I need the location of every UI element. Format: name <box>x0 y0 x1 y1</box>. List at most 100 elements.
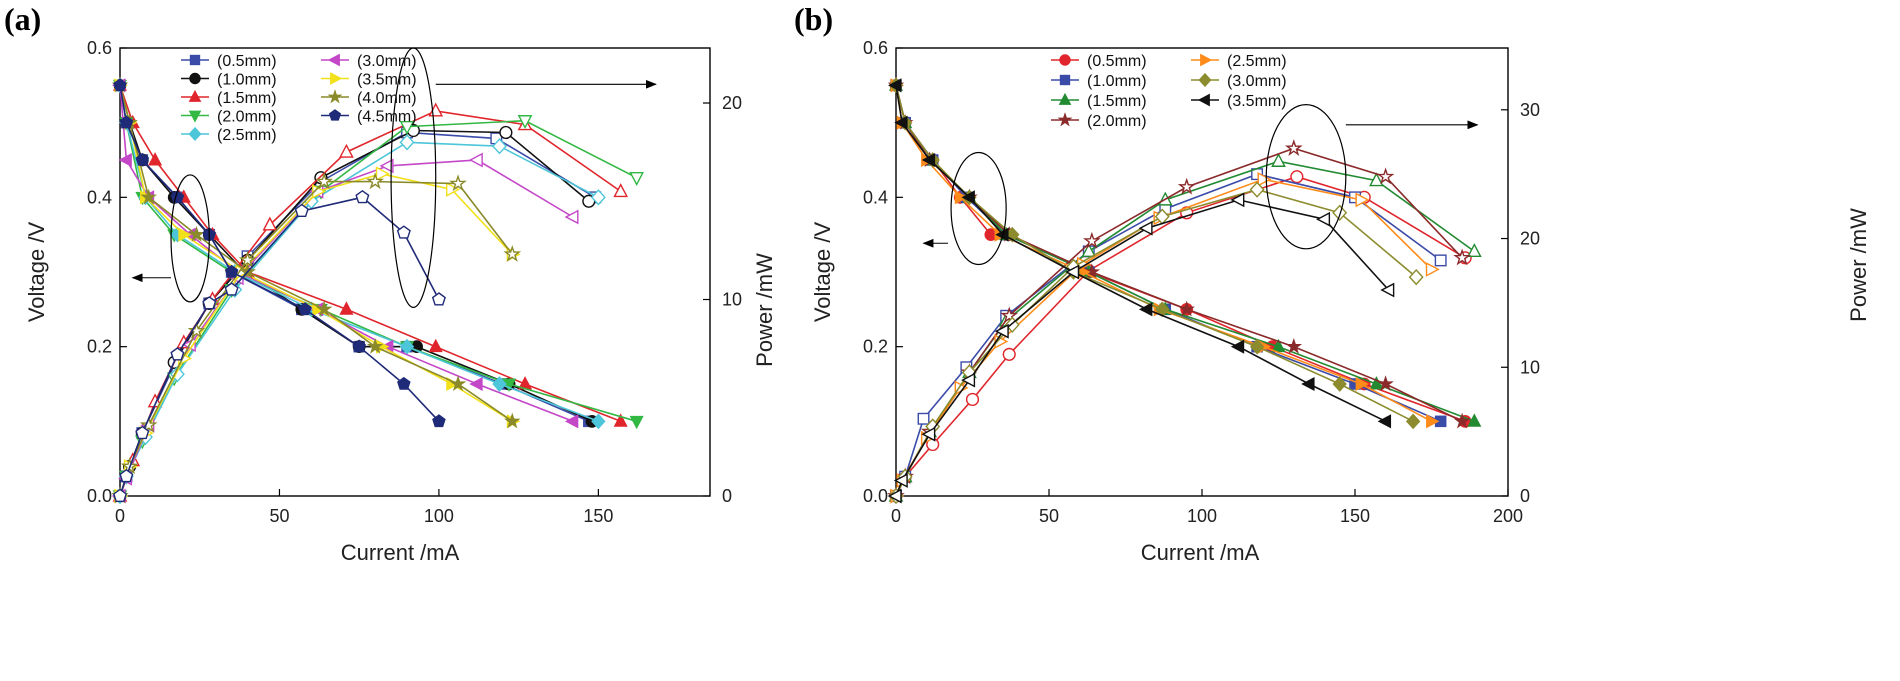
voltage-point <box>113 78 127 92</box>
power-point <box>135 425 150 440</box>
legend: (0.5mm)(1.0mm)(1.5mm)(2.0mm)(2.5mm)(3.0m… <box>181 53 417 144</box>
power-point <box>1082 231 1101 249</box>
power-point <box>564 209 579 225</box>
legend-marker <box>327 53 340 67</box>
legend-label: (3.5mm) <box>357 72 417 89</box>
legend-label: (3.5mm) <box>1227 93 1287 110</box>
legend-marker <box>1059 54 1071 66</box>
voltage-point <box>397 376 411 390</box>
power-point <box>921 426 936 442</box>
legend-label: (4.0mm) <box>357 90 417 107</box>
power-line <box>119 172 513 497</box>
series-8 <box>111 76 522 504</box>
voltage-point <box>502 378 517 392</box>
series-1 <box>114 79 602 502</box>
y2-axis-title: Power /mW <box>752 253 777 367</box>
power-point <box>517 115 533 130</box>
y-tick-label: 0.4 <box>863 187 888 207</box>
x-tick-label: 150 <box>1340 506 1370 526</box>
power-point <box>917 412 930 425</box>
y-tick-label: 0.2 <box>863 337 888 357</box>
voltage-point <box>469 376 483 392</box>
series-6 <box>888 77 1424 505</box>
power-point <box>1271 152 1286 167</box>
voltage-point <box>1249 338 1265 355</box>
voltage-point <box>428 338 443 353</box>
voltage-point <box>1139 302 1153 317</box>
power-point <box>202 296 217 310</box>
series-2 <box>890 79 1447 502</box>
power-point <box>375 166 390 182</box>
power-line <box>895 188 1417 497</box>
legend-label: (2.0mm) <box>217 109 277 126</box>
power-point <box>431 292 446 306</box>
power-point <box>1230 192 1245 208</box>
legend-entry: (0.5mm) <box>1051 53 1147 70</box>
voltage-point <box>224 264 239 278</box>
power-point <box>1369 172 1384 187</box>
voltage-line <box>895 85 1466 423</box>
voltage-point <box>1377 414 1392 429</box>
legend: (0.5mm)(1.0mm)(1.5mm)(2.0mm)(2.5mm)(3.0m… <box>1051 53 1287 130</box>
legend-label: (3.0mm) <box>1227 73 1287 90</box>
legend-entry: (3.0mm) <box>1191 72 1287 90</box>
power-point <box>366 172 385 190</box>
series-7 <box>887 78 1395 504</box>
x-tick-label: 0 <box>891 506 901 526</box>
x-tick-label: 200 <box>1493 506 1523 526</box>
power-point <box>1290 170 1304 184</box>
power-point <box>1425 262 1440 277</box>
legend-marker <box>1058 92 1072 105</box>
power-point <box>238 250 257 268</box>
power-point <box>428 102 444 117</box>
series-4 <box>112 79 645 505</box>
power-point <box>294 203 309 218</box>
voltage-point <box>119 115 134 129</box>
power-point <box>355 189 370 204</box>
y-axis-title: Voltage /V <box>24 222 49 323</box>
voltage-line <box>895 85 1442 423</box>
voltage-point <box>148 152 163 166</box>
voltage-point <box>1155 301 1170 318</box>
voltage-point <box>921 152 936 168</box>
power-point <box>1376 167 1395 185</box>
legend-entry: (1.0mm) <box>1051 73 1147 90</box>
power-point <box>994 323 1009 339</box>
annotation-ellipse <box>1265 104 1347 250</box>
voltage-point <box>178 227 192 242</box>
voltage-point <box>170 190 185 204</box>
power-point <box>399 134 415 151</box>
power-line <box>895 199 1390 497</box>
y-tick-label: 0.4 <box>87 187 112 207</box>
voltage-point <box>1467 413 1482 427</box>
power-point <box>1177 177 1196 195</box>
voltage-point <box>954 190 969 205</box>
y2-tick-label: 20 <box>1520 229 1540 249</box>
y2-axis-title: Power /mW <box>1846 208 1871 322</box>
power-point <box>1453 248 1471 266</box>
legend-entry: (3.5mm) <box>1191 93 1287 110</box>
power-point <box>492 138 507 155</box>
legend-label: (0.5mm) <box>1087 53 1147 70</box>
voltage-point <box>1178 300 1195 317</box>
legend-entry: (2.0mm) <box>1051 112 1147 130</box>
legend-label: (2.0mm) <box>1087 113 1147 130</box>
y2-tick-label: 10 <box>1520 357 1540 377</box>
power-point <box>1249 181 1265 198</box>
voltage-line <box>895 85 1414 423</box>
voltage-point <box>432 414 446 428</box>
legend-label: (2.5mm) <box>217 127 277 144</box>
power-point <box>1257 171 1272 187</box>
power-point <box>312 184 327 199</box>
annotation-ellipse <box>390 47 437 308</box>
x-axis-title: Current /mA <box>341 540 460 565</box>
voltage-point <box>315 300 333 317</box>
power-point <box>1380 282 1395 298</box>
series-5 <box>890 78 1440 504</box>
y2-tick-label: 0 <box>1520 486 1530 506</box>
y-tick-label: 0.0 <box>87 486 112 506</box>
x-tick-label: 150 <box>583 506 613 526</box>
voltage-line <box>895 85 1386 423</box>
voltage-point <box>503 412 521 429</box>
legend-label: (1.5mm) <box>1087 93 1147 110</box>
